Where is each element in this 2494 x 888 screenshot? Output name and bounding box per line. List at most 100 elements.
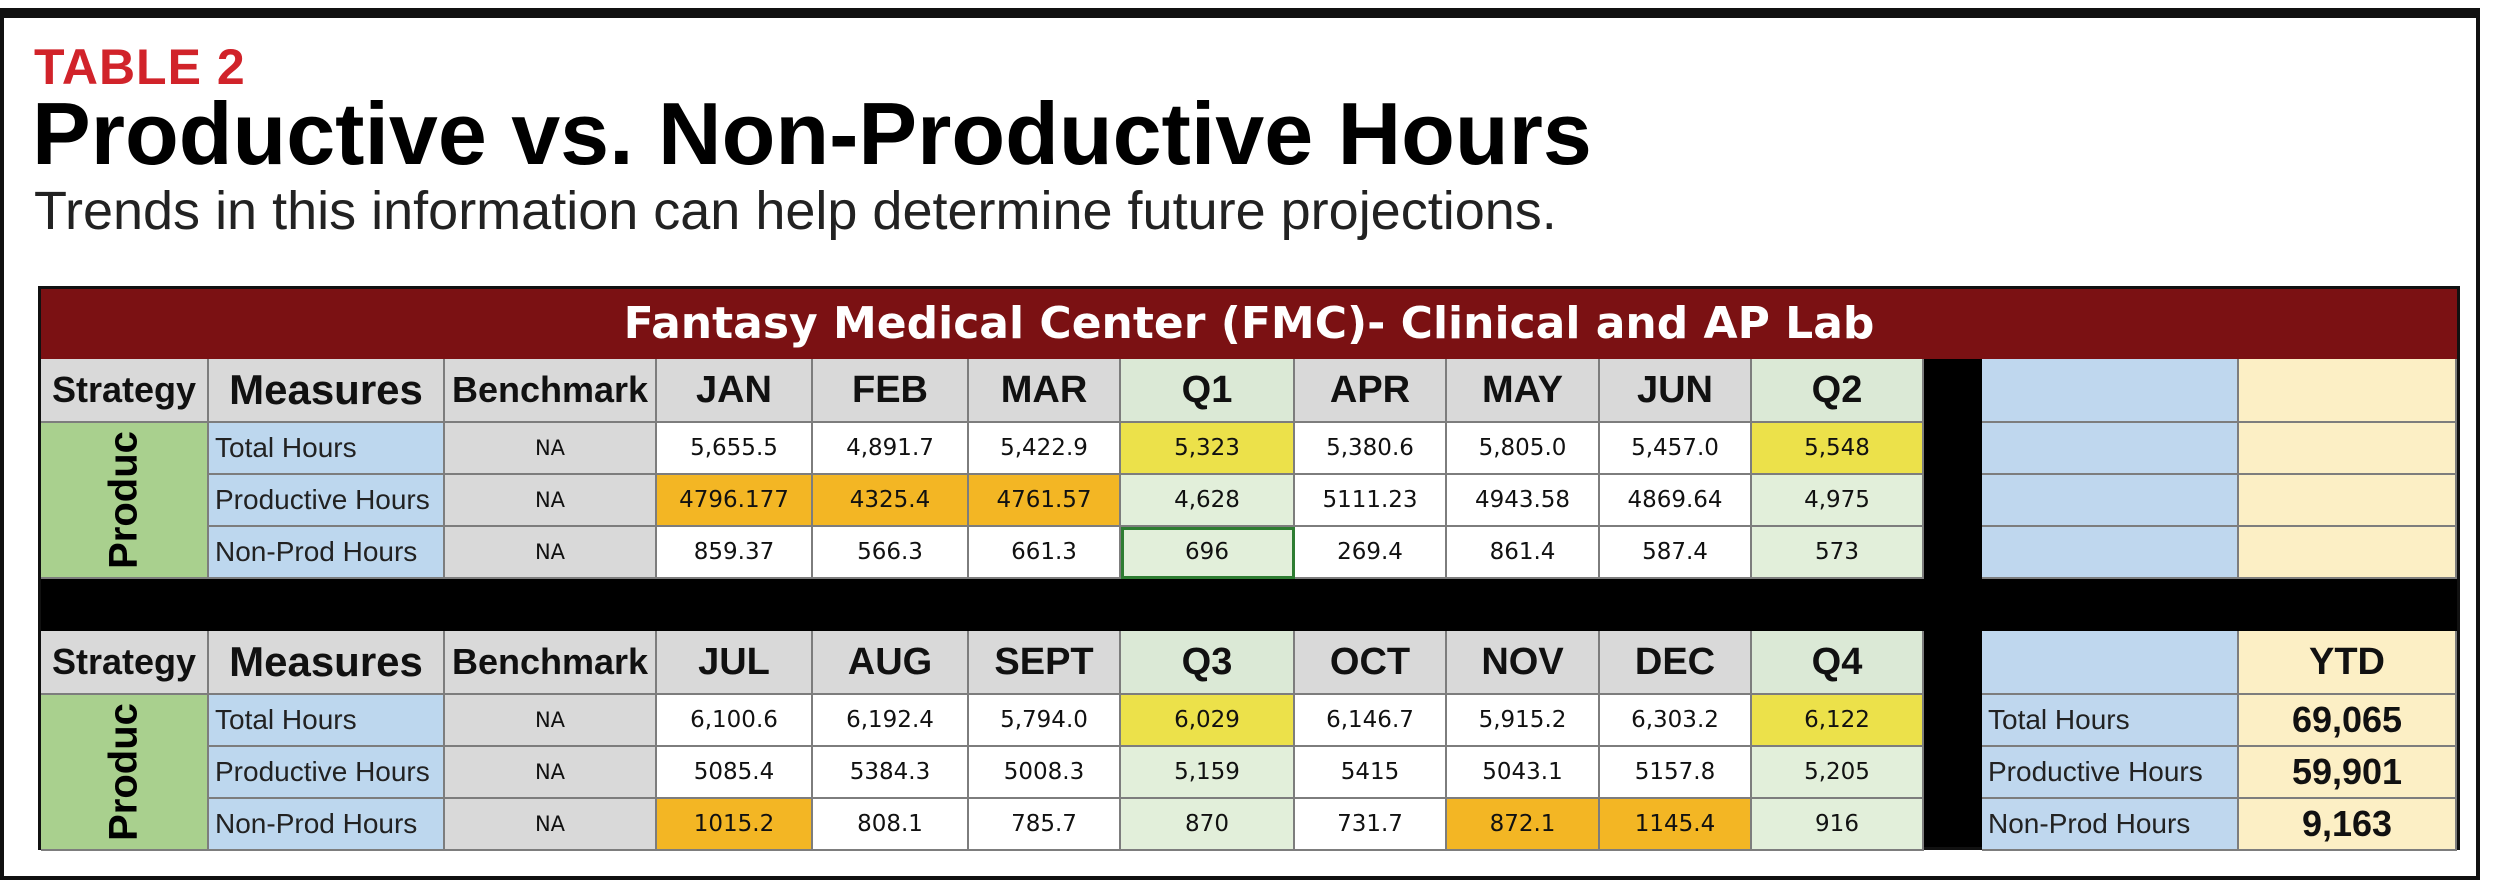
column-header-q2[interactable]: Q2: [1752, 359, 1924, 423]
blank-summary-label-cell[interactable]: [1982, 527, 2239, 579]
data-cell[interactable]: 916: [1752, 799, 1924, 851]
ytd-header[interactable]: YTD: [2239, 631, 2457, 695]
data-cell[interactable]: 6,122: [1752, 695, 1924, 747]
data-cell[interactable]: 4796.177: [657, 475, 813, 527]
data-cell[interactable]: 4869.64: [1600, 475, 1752, 527]
data-cell[interactable]: 808.1: [813, 799, 969, 851]
data-cell[interactable]: 5,457.0: [1600, 423, 1752, 475]
blank-summary-label-cell[interactable]: [1982, 475, 2239, 527]
data-cell[interactable]: 5,794.0: [969, 695, 1121, 747]
column-header-mar[interactable]: MAR: [969, 359, 1121, 423]
ytd-label-cell[interactable]: Productive Hours: [1982, 747, 2239, 799]
data-cell[interactable]: 5043.1: [1447, 747, 1600, 799]
column-header-jul[interactable]: JUL: [657, 631, 813, 695]
benchmark-cell[interactable]: NA: [445, 695, 657, 747]
column-header-aug[interactable]: AUG: [813, 631, 969, 695]
column-header-apr[interactable]: APR: [1295, 359, 1447, 423]
benchmark-cell[interactable]: NA: [445, 799, 657, 851]
ytd-value-cell[interactable]: 59,901: [2239, 747, 2457, 799]
benchmark-cell[interactable]: NA: [445, 527, 657, 579]
data-cell[interactable]: 4943.58: [1447, 475, 1600, 527]
benchmark-cell[interactable]: NA: [445, 423, 657, 475]
column-header-strategy[interactable]: Strategy: [41, 359, 209, 423]
summary-header-blank[interactable]: [1982, 631, 2239, 695]
data-cell[interactable]: 5,323: [1121, 423, 1295, 475]
data-cell[interactable]: 5,548: [1752, 423, 1924, 475]
blank-summary-value-cell[interactable]: [2239, 527, 2457, 579]
strategy-cell[interactable]: Produc: [41, 695, 209, 851]
data-cell[interactable]: 5,422.9: [969, 423, 1121, 475]
data-cell[interactable]: 4,628: [1121, 475, 1295, 527]
benchmark-cell[interactable]: NA: [445, 475, 657, 527]
data-cell[interactable]: 661.3: [969, 527, 1121, 579]
data-cell[interactable]: 5,159: [1121, 747, 1295, 799]
data-cell[interactable]: 5,915.2: [1447, 695, 1600, 747]
summary-header-blank[interactable]: [2239, 359, 2457, 423]
data-cell[interactable]: 731.7: [1295, 799, 1447, 851]
data-cell[interactable]: 5111.23: [1295, 475, 1447, 527]
data-cell[interactable]: 870: [1121, 799, 1295, 851]
blank-summary-value-cell[interactable]: [2239, 475, 2457, 527]
data-cell[interactable]: 1145.4: [1600, 799, 1752, 851]
measure-cell[interactable]: Productive Hours: [209, 475, 445, 527]
data-cell[interactable]: 1015.2: [657, 799, 813, 851]
data-cell[interactable]: 5415: [1295, 747, 1447, 799]
data-cell[interactable]: 5008.3: [969, 747, 1121, 799]
column-header-feb[interactable]: FEB: [813, 359, 969, 423]
data-cell[interactable]: 5384.3: [813, 747, 969, 799]
data-cell[interactable]: 872.1: [1447, 799, 1600, 851]
data-cell[interactable]: 5,655.5: [657, 423, 813, 475]
blank-summary-value-cell[interactable]: [2239, 423, 2457, 475]
column-header-jun[interactable]: JUN: [1600, 359, 1752, 423]
benchmark-cell[interactable]: NA: [445, 747, 657, 799]
ytd-label-cell[interactable]: Total Hours: [1982, 695, 2239, 747]
measure-cell[interactable]: Non-Prod Hours: [209, 799, 445, 851]
data-cell[interactable]: 5085.4: [657, 747, 813, 799]
data-cell[interactable]: 6,192.4: [813, 695, 969, 747]
data-cell[interactable]: 269.4: [1295, 527, 1447, 579]
data-cell[interactable]: 6,100.6: [657, 695, 813, 747]
column-header-strategy[interactable]: Strategy: [41, 631, 209, 695]
summary-header-blank[interactable]: [1982, 359, 2239, 423]
data-cell[interactable]: 6,146.7: [1295, 695, 1447, 747]
data-cell[interactable]: 566.3: [813, 527, 969, 579]
data-cell[interactable]: 785.7: [969, 799, 1121, 851]
column-header-q3[interactable]: Q3: [1121, 631, 1295, 695]
column-header-sept[interactable]: SEPT: [969, 631, 1121, 695]
data-cell[interactable]: 6,029: [1121, 695, 1295, 747]
column-header-measures[interactable]: Measures: [209, 631, 445, 695]
column-header-benchmark[interactable]: Benchmark: [445, 359, 657, 423]
data-cell[interactable]: 5157.8: [1600, 747, 1752, 799]
column-header-q4[interactable]: Q4: [1752, 631, 1924, 695]
column-header-oct[interactable]: OCT: [1295, 631, 1447, 695]
data-cell[interactable]: 5,380.6: [1295, 423, 1447, 475]
measure-cell[interactable]: Total Hours: [209, 695, 445, 747]
column-header-benchmark[interactable]: Benchmark: [445, 631, 657, 695]
column-header-measures[interactable]: Measures: [209, 359, 445, 423]
strategy-cell[interactable]: Produc: [41, 423, 209, 579]
column-header-q1[interactable]: Q1: [1121, 359, 1295, 423]
data-cell[interactable]: 4325.4: [813, 475, 969, 527]
blank-summary-label-cell[interactable]: [1982, 423, 2239, 475]
data-cell[interactable]: 859.37: [657, 527, 813, 579]
ytd-value-cell[interactable]: 9,163: [2239, 799, 2457, 851]
data-cell[interactable]: 5,805.0: [1447, 423, 1600, 475]
data-cell[interactable]: 861.4: [1447, 527, 1600, 579]
column-header-nov[interactable]: NOV: [1447, 631, 1600, 695]
measure-cell[interactable]: Total Hours: [209, 423, 445, 475]
data-cell[interactable]: 5,205: [1752, 747, 1924, 799]
ytd-value-cell[interactable]: 69,065: [2239, 695, 2457, 747]
data-cell[interactable]: 573: [1752, 527, 1924, 579]
column-header-jan[interactable]: JAN: [657, 359, 813, 423]
data-cell[interactable]: 4761.57: [969, 475, 1121, 527]
column-header-may[interactable]: MAY: [1447, 359, 1600, 423]
measure-cell[interactable]: Productive Hours: [209, 747, 445, 799]
data-cell[interactable]: 4,975: [1752, 475, 1924, 527]
data-cell[interactable]: 587.4: [1600, 527, 1752, 579]
data-cell[interactable]: 6,303.2: [1600, 695, 1752, 747]
measure-cell[interactable]: Non-Prod Hours: [209, 527, 445, 579]
column-header-dec[interactable]: DEC: [1600, 631, 1752, 695]
data-cell[interactable]: 4,891.7: [813, 423, 969, 475]
ytd-label-cell[interactable]: Non-Prod Hours: [1982, 799, 2239, 851]
data-cell[interactable]: 696: [1121, 527, 1295, 579]
